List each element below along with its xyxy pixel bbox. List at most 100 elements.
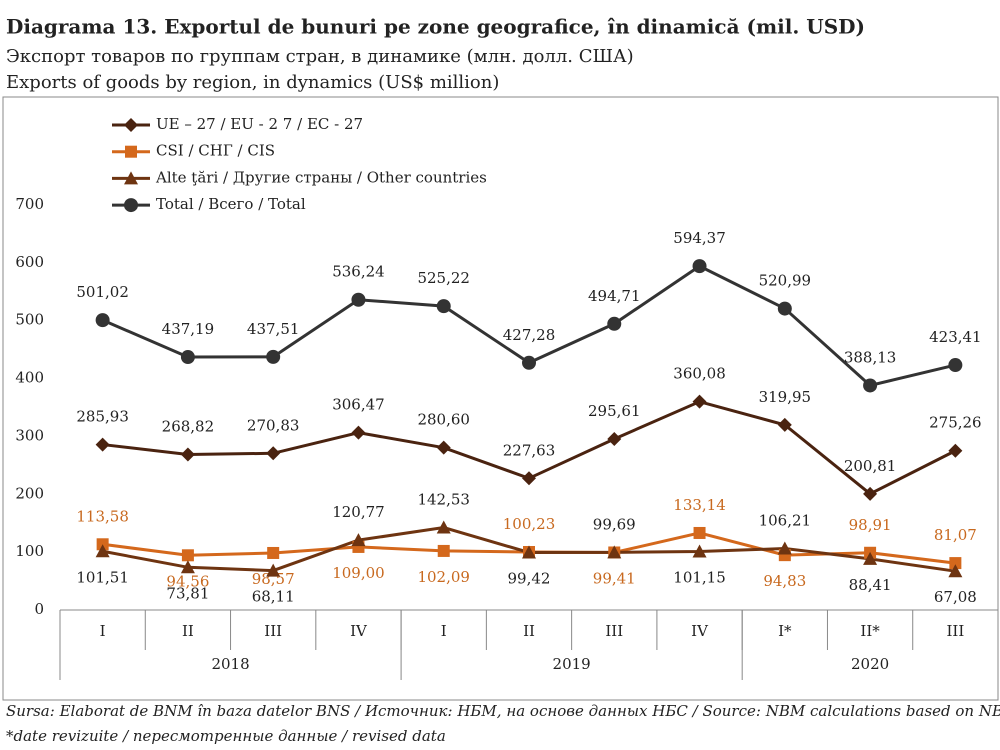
note: *date revizuite / пересмотренные данные … <box>6 727 446 745</box>
legend-marker <box>124 118 138 132</box>
data-label: 227,63 <box>503 441 556 459</box>
data-label: 536,24 <box>332 263 385 281</box>
point <box>522 545 536 559</box>
legend-label: Alte ţări / Другие страны / Other countr… <box>155 168 487 186</box>
data-label: 270,83 <box>247 416 300 434</box>
point <box>436 440 451 455</box>
point <box>777 541 792 555</box>
point <box>180 350 195 365</box>
legend-label: Total / Всего / Total <box>156 195 306 213</box>
legend-label: CSI / СНГ / CIS <box>156 142 275 160</box>
data-label: 285,93 <box>76 408 129 426</box>
point <box>95 313 110 328</box>
data-label: 120,77 <box>332 503 385 521</box>
point <box>181 549 194 562</box>
source: Sursa: Elaborat de BNM în baza datelor B… <box>6 702 1000 720</box>
point <box>436 520 451 534</box>
legend-marker <box>124 171 138 185</box>
group-label: 2020 <box>851 655 889 673</box>
data-label: 388,13 <box>844 348 897 366</box>
x-tick-label: IV <box>691 622 709 640</box>
y-tick-label: 600 <box>15 253 44 271</box>
y-tick-label: 700 <box>15 195 44 213</box>
data-label: 109,00 <box>332 564 385 582</box>
point <box>267 546 280 559</box>
chart-frame <box>2 96 999 701</box>
data-label: 423,41 <box>929 328 982 346</box>
data-label: 360,08 <box>673 365 726 383</box>
point <box>522 355 536 370</box>
data-label: 437,51 <box>247 320 300 338</box>
x-tick-label: III <box>264 622 282 640</box>
data-label: 306,47 <box>332 396 385 414</box>
data-label: 594,37 <box>673 229 726 247</box>
data-label: 99,69 <box>593 515 636 533</box>
x-tick-label: II <box>523 622 535 640</box>
legend-label: UE – 27 / EU - 2 7 / ЕС - 27 <box>156 115 363 133</box>
legend-marker <box>124 198 138 213</box>
data-label: 67,08 <box>934 588 977 606</box>
data-label: 437,19 <box>162 320 215 338</box>
point <box>948 564 963 578</box>
data-label: 142,53 <box>417 491 470 509</box>
data-label: 81,07 <box>934 526 977 544</box>
x-tick-label: I <box>441 622 447 640</box>
y-tick-label: 100 <box>15 542 44 560</box>
data-label: 106,21 <box>759 512 812 530</box>
data-label: 427,28 <box>503 326 556 344</box>
point <box>266 349 281 364</box>
data-label: 494,71 <box>588 287 641 305</box>
point <box>693 526 706 539</box>
point <box>607 316 622 331</box>
point <box>180 447 195 462</box>
point <box>95 437 110 452</box>
data-label: 101,15 <box>673 568 726 586</box>
point <box>522 471 536 486</box>
point <box>692 394 707 409</box>
point <box>863 486 878 501</box>
point <box>777 301 792 316</box>
point <box>863 551 878 565</box>
point <box>436 299 451 314</box>
point <box>266 563 281 577</box>
data-label: 98,91 <box>849 516 892 534</box>
data-label: 525,22 <box>417 269 470 287</box>
x-tick-label: III <box>946 622 964 640</box>
x-tick-label: II <box>182 622 194 640</box>
x-tick-label: IV <box>350 622 368 640</box>
point <box>949 557 962 570</box>
data-label: 133,14 <box>673 496 726 514</box>
data-label: 268,82 <box>162 417 215 435</box>
data-label: 101,51 <box>76 568 129 586</box>
point <box>607 431 622 446</box>
data-label: 319,95 <box>759 388 812 406</box>
point <box>180 560 195 574</box>
x-tick-label: I <box>100 622 106 640</box>
chart-subtitle: Exports of goods by region, in dynamics … <box>6 72 499 93</box>
point <box>777 417 792 432</box>
point <box>437 544 450 557</box>
data-label: 94,56 <box>166 572 209 590</box>
data-label: 99,41 <box>593 569 636 587</box>
data-label: 68,11 <box>252 588 295 606</box>
data-label: 200,81 <box>844 457 897 475</box>
data-label: 275,26 <box>929 414 982 432</box>
point <box>692 544 707 558</box>
y-tick-label: 400 <box>15 369 44 387</box>
point <box>95 544 110 558</box>
data-label: 501,02 <box>76 283 129 301</box>
data-label: 100,23 <box>503 515 556 533</box>
x-tick-label: I* <box>778 622 792 640</box>
y-tick-label: 0 <box>34 600 44 618</box>
group-label: 2019 <box>553 655 591 673</box>
point <box>351 292 366 307</box>
group-label: 2018 <box>211 655 249 673</box>
x-tick-label: III <box>605 622 623 640</box>
point <box>948 358 963 373</box>
y-tick-label: 200 <box>15 484 44 502</box>
point <box>863 378 878 393</box>
x-tick-label: II* <box>860 622 880 640</box>
data-label: 102,09 <box>417 568 470 586</box>
data-label: 280,60 <box>417 411 470 429</box>
